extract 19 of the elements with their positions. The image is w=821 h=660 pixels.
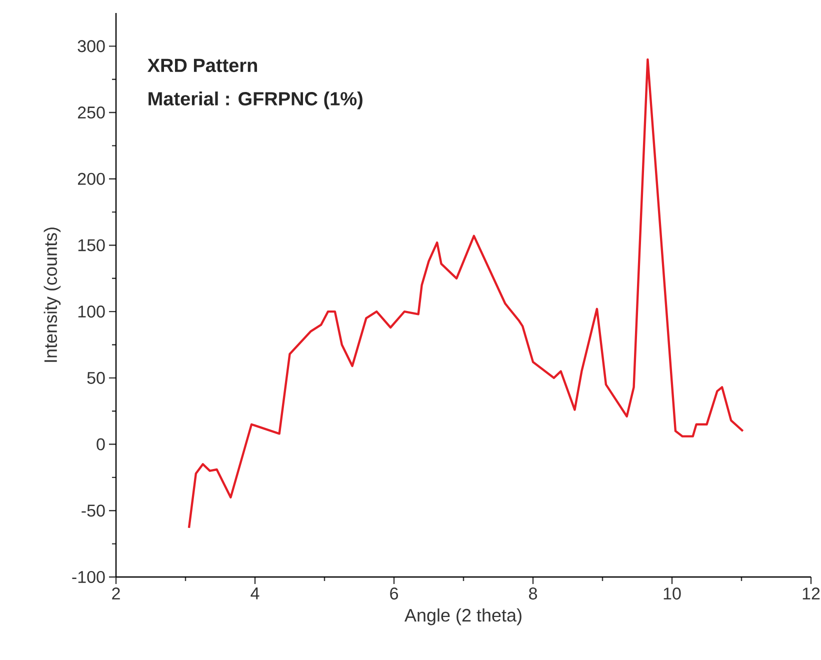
x-tick-label: 8: [529, 588, 537, 600]
x-tick-label: 4: [250, 588, 260, 600]
annotation: Material : GFRPNC (1%): [148, 92, 362, 110]
annotation: XRD Pattern: [148, 58, 257, 72]
x-tick-label: 6: [390, 588, 398, 600]
x-tick-label: 10: [664, 588, 681, 600]
y-tick-label: 200: [78, 172, 105, 185]
y-tick-label: 50: [87, 372, 105, 384]
x-tick-label: 12: [802, 588, 820, 600]
y-tick-label: -100: [72, 570, 105, 584]
y-tick-label: -50: [82, 504, 105, 517]
x-tick-label: 2: [112, 588, 120, 600]
y-tick-label: 300: [78, 40, 105, 52]
y-tick-label: 0: [96, 438, 105, 450]
y-tick-label: 150: [78, 239, 105, 252]
y-tick-label: 250: [78, 106, 105, 119]
x-axis-title: Angle (2 theta): [404, 608, 522, 626]
y-tick-label: 100: [78, 306, 105, 318]
y-axis-title: Intensity (counts): [44, 228, 61, 362]
